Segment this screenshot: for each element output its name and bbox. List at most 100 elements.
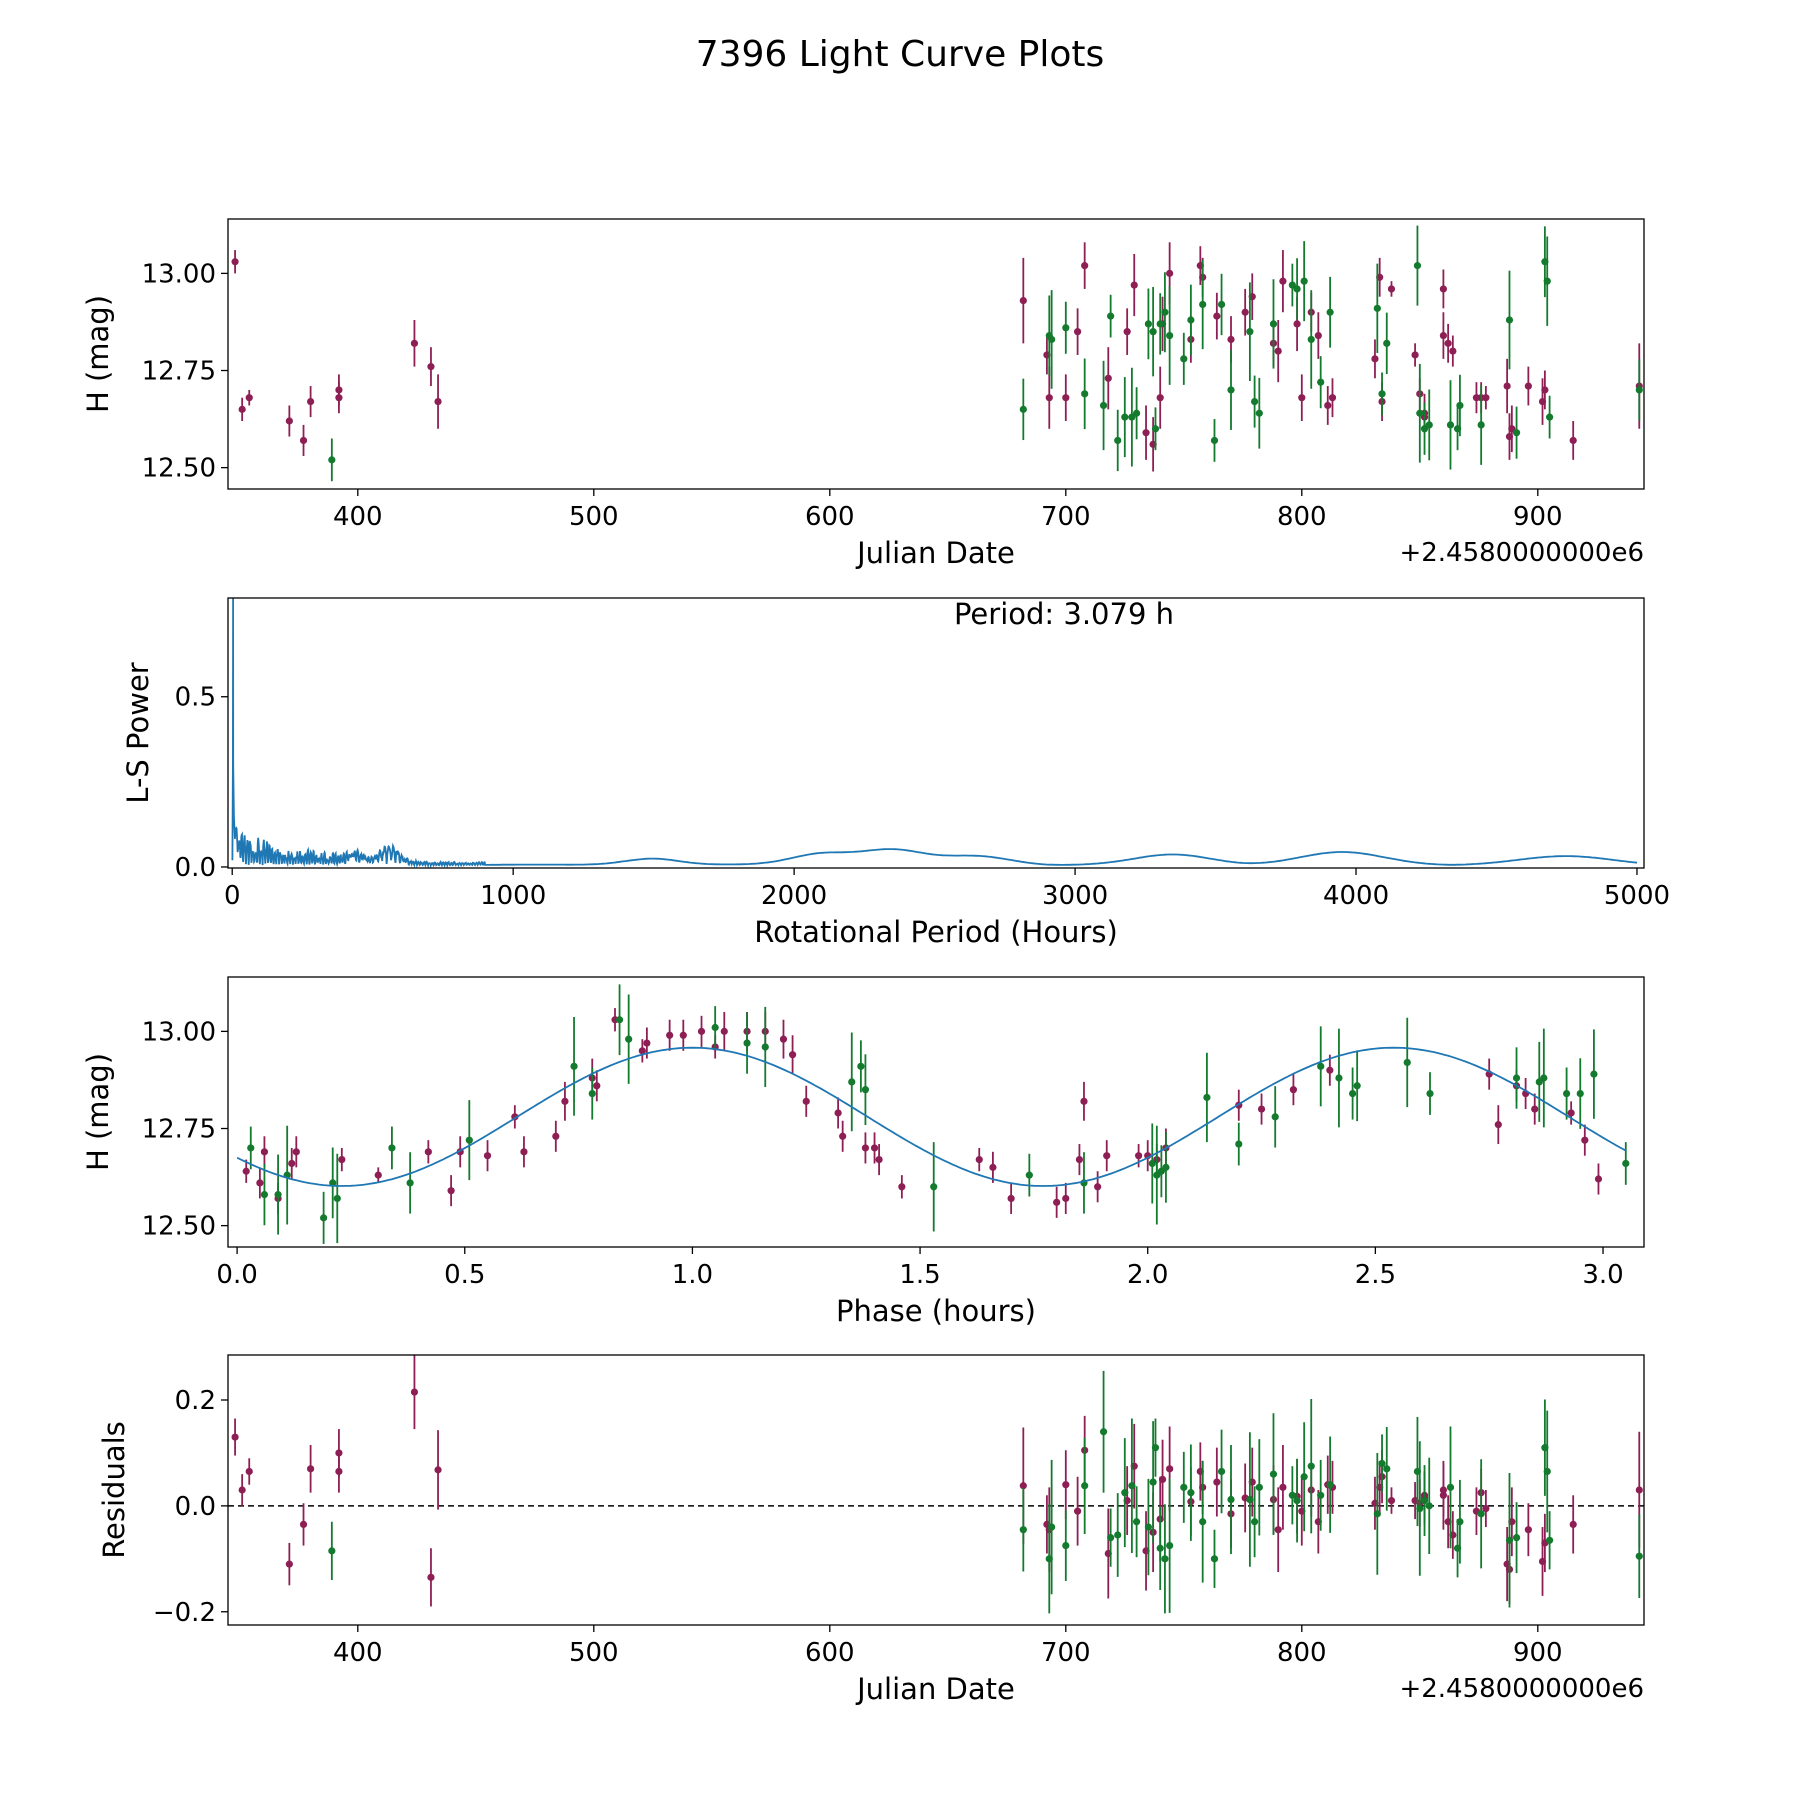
phased-x-tick-label: 2.5 bbox=[1355, 1260, 1396, 1290]
residuals-point-green bbox=[1317, 1491, 1325, 1499]
residuals-point-green bbox=[1133, 1518, 1141, 1526]
lightcurve-point-green bbox=[1144, 320, 1152, 328]
residuals-point-green bbox=[1048, 1523, 1056, 1531]
figure-title: 7396 Light Curve Plots bbox=[696, 34, 1105, 75]
residuals-x-tick-label: 700 bbox=[1041, 1638, 1091, 1668]
lightcurve-point-green bbox=[1217, 300, 1226, 309]
residuals-point-purple bbox=[307, 1465, 315, 1473]
residuals-point-green bbox=[1456, 1518, 1464, 1526]
phased-point-purple bbox=[260, 1148, 269, 1156]
lightcurve-y-label: H (mag) bbox=[81, 295, 115, 413]
phased-point-green bbox=[1162, 1163, 1170, 1171]
phased-x-tick-label: 0.5 bbox=[444, 1260, 485, 1290]
lightcurve-point-purple bbox=[1142, 429, 1150, 437]
residuals-point-green bbox=[1477, 1510, 1485, 1518]
phased-point-purple bbox=[875, 1155, 883, 1164]
phased-point-green bbox=[333, 1194, 341, 1203]
residuals-point-green bbox=[1156, 1544, 1164, 1552]
lightcurve-point-green bbox=[1326, 308, 1334, 316]
residuals-point-green bbox=[1151, 1444, 1160, 1452]
lightcurve-point-purple bbox=[245, 394, 253, 402]
phased-marks bbox=[236, 984, 1630, 1244]
phased-point-green bbox=[1148, 1159, 1156, 1168]
lightcurve-marks bbox=[231, 225, 1643, 482]
residuals-point-green bbox=[1300, 1473, 1308, 1481]
residuals-point-green bbox=[1166, 1541, 1174, 1550]
lightcurve-ticks: 400 500 600 700 800 900 12.50 12.75 13.00 bbox=[142, 259, 1563, 532]
lightcurve-point-green bbox=[1166, 331, 1174, 340]
phased-point-purple bbox=[256, 1179, 264, 1187]
residuals-panel: 400 500 600 700 800 900 −0.2 0.0 0.2 Julian Date… bbox=[97, 1354, 1645, 1706]
phased-point-green bbox=[247, 1144, 255, 1152]
phased-point-green bbox=[1271, 1113, 1279, 1121]
periodogram-y-tick-label: 0.5 bbox=[175, 683, 216, 713]
phased-point-purple bbox=[779, 1035, 788, 1043]
lightcurve-point-purple bbox=[1279, 277, 1287, 285]
phased-point-purple bbox=[288, 1159, 296, 1168]
lightcurve-x-label: Julian Date bbox=[855, 536, 1015, 570]
lightcurve-point-green bbox=[1543, 277, 1551, 285]
phased-point-green bbox=[743, 1039, 751, 1047]
periodogram-y-tick-label: 0.0 bbox=[175, 853, 216, 883]
lightcurve-point-purple bbox=[1387, 285, 1396, 293]
residuals-point-green bbox=[1121, 1489, 1129, 1497]
phased-point-purple bbox=[338, 1155, 346, 1164]
phased-point-purple bbox=[483, 1152, 492, 1160]
residuals-x-tick-label: 900 bbox=[1513, 1638, 1563, 1668]
residuals-point-purple bbox=[1635, 1486, 1643, 1494]
lightcurve-point-green bbox=[1161, 308, 1169, 316]
residuals-point-green bbox=[1019, 1526, 1027, 1534]
phased-point-purple bbox=[1080, 1097, 1088, 1105]
lightcurve-point-purple bbox=[1371, 355, 1379, 363]
lightcurve-point-green bbox=[1121, 413, 1129, 421]
lightcurve-point-purple bbox=[1569, 436, 1577, 445]
phased-point-green bbox=[1203, 1093, 1211, 1102]
lightcurve-point-purple bbox=[1166, 269, 1174, 277]
residuals-point-purple bbox=[231, 1433, 239, 1441]
lightcurve-point-purple bbox=[335, 394, 343, 402]
phased-point-green bbox=[1426, 1089, 1434, 1098]
lightcurve-point-green bbox=[1251, 397, 1259, 406]
phased-ticks: 0.0 0.5 1.0 1.5 2.0 2.5 3.0 12.50 12.75 13.00 bbox=[142, 1017, 1624, 1290]
phased-point-purple bbox=[1494, 1121, 1502, 1129]
phased-point-green bbox=[588, 1089, 596, 1098]
lightcurve-point-purple bbox=[1314, 331, 1322, 340]
residuals-point-purple bbox=[1524, 1526, 1532, 1534]
lightcurve-point-green bbox=[1512, 429, 1521, 437]
residuals-point-green bbox=[1425, 1502, 1433, 1510]
periodogram-x-tick-label: 5000 bbox=[1604, 881, 1670, 911]
residuals-point-green bbox=[1128, 1482, 1136, 1490]
residuals-point-purple bbox=[335, 1467, 343, 1476]
phased-point-green bbox=[320, 1214, 328, 1222]
lightcurve-point-green bbox=[1317, 378, 1325, 386]
phased-point-purple bbox=[593, 1082, 601, 1090]
phased-point-purple bbox=[834, 1109, 842, 1117]
phased-y-label: H (mag) bbox=[81, 1053, 115, 1171]
lightcurve-point-purple bbox=[285, 417, 293, 425]
phased-point-green bbox=[861, 1086, 870, 1094]
phased-x-tick-label: 1.5 bbox=[899, 1260, 940, 1290]
residuals-point-green bbox=[1416, 1504, 1424, 1513]
residuals-point-green bbox=[1180, 1483, 1188, 1491]
phased-point-purple bbox=[1075, 1155, 1084, 1164]
phased-point-green bbox=[260, 1190, 269, 1199]
residuals-point-purple bbox=[1569, 1520, 1577, 1529]
residuals-point-green bbox=[1187, 1489, 1195, 1497]
lightcurve-point-purple bbox=[1439, 285, 1447, 293]
lightcurve-point-green bbox=[1413, 262, 1422, 270]
lightcurve-x-tick-label: 800 bbox=[1277, 502, 1327, 532]
residuals-point-green bbox=[1383, 1465, 1391, 1473]
lightcurve-point-purple bbox=[1104, 374, 1112, 382]
residuals-point-green bbox=[1378, 1459, 1386, 1468]
phased-point-green bbox=[1562, 1089, 1571, 1098]
phased-clipped-group bbox=[242, 984, 1630, 1244]
lightcurve-point-purple bbox=[1213, 312, 1221, 320]
residuals-point-purple bbox=[1279, 1483, 1287, 1491]
lightcurve-point-green bbox=[1425, 421, 1433, 429]
phased-point-green bbox=[615, 1016, 624, 1024]
lightcurve-point-green bbox=[1107, 312, 1115, 320]
residuals-point-green bbox=[1293, 1496, 1301, 1505]
residuals-point-green bbox=[1227, 1495, 1235, 1504]
lightcurve-point-purple bbox=[231, 258, 239, 266]
